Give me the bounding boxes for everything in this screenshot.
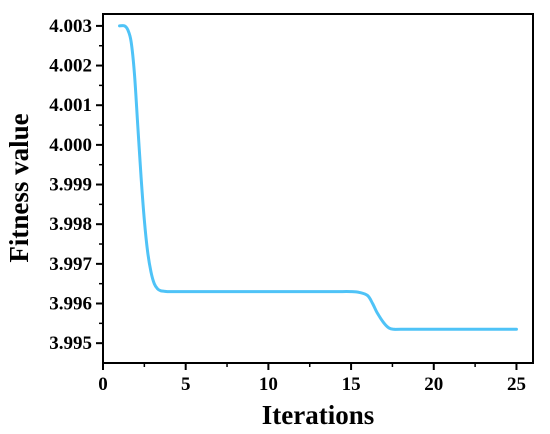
y-tick-label: 4.001 — [49, 95, 92, 116]
y-tick-label: 4.003 — [49, 16, 92, 37]
x-tick-label: 5 — [181, 374, 191, 395]
y-tick-label: 3.997 — [49, 254, 92, 275]
x-tick-label: 25 — [507, 374, 526, 395]
y-tick-label: 3.999 — [49, 175, 92, 196]
y-tick-label: 4.000 — [49, 135, 92, 156]
x-axis-title: Iterations — [262, 400, 374, 430]
x-tick-label: 10 — [259, 374, 278, 395]
y-tick-label: 3.996 — [49, 294, 92, 315]
fitness-series-line — [118, 24, 518, 331]
y-tick-label: 4.002 — [49, 56, 92, 77]
y-tick-label: 3.998 — [49, 214, 92, 235]
x-tick-label: 0 — [98, 374, 108, 395]
y-axis-ticks: 3.995 3.996 3.997 3.998 3.999 4.000 4.001 4.002… — [49, 16, 103, 354]
x-axis-ticks: 0 5 10 15 20 25 — [98, 363, 526, 395]
plot-frame — [102, 13, 534, 364]
x-tick-label: 15 — [342, 374, 361, 395]
y-tick-label: 3.995 — [49, 333, 92, 354]
y-axis-title: Fitness value — [4, 113, 34, 262]
x-tick-label: 20 — [424, 374, 443, 395]
